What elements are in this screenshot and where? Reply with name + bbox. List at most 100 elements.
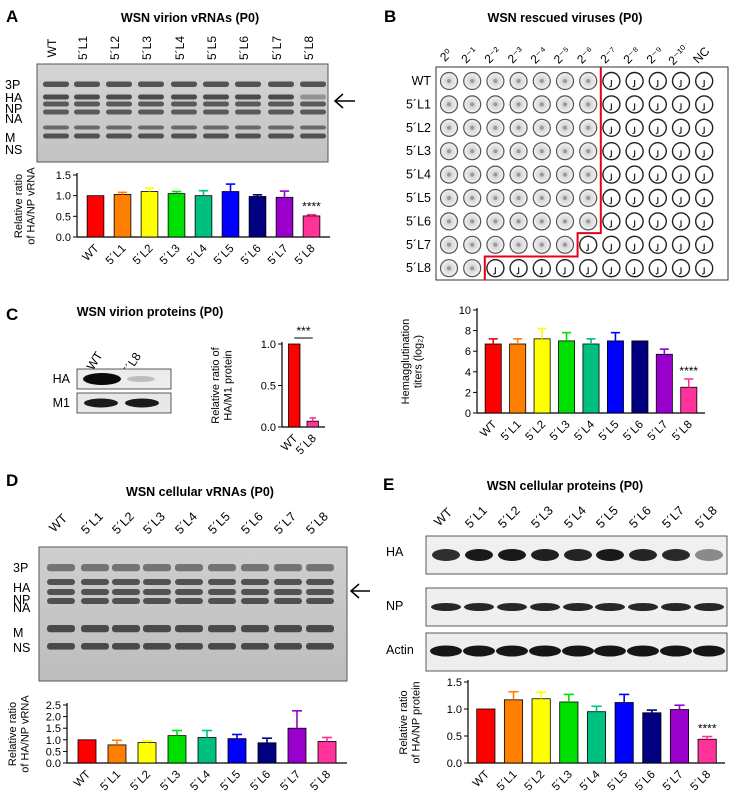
well-button-tail	[701, 243, 705, 252]
well-speck	[493, 242, 498, 247]
gel-band	[138, 94, 164, 100]
lane-label-5-l4: 5´L4	[561, 503, 589, 531]
bar-5-l6	[642, 712, 662, 764]
blot-band-ha	[432, 549, 460, 561]
panel-e-lane-labels: WT 5´L1 5´L2 5´L3 5´L4 5´L5 5´L6 5´L7 5´L8	[431, 503, 720, 531]
bar-5-l4	[582, 343, 600, 414]
panel-letter-d: D	[6, 471, 18, 490]
segment-label-na: NA	[5, 112, 23, 126]
lane-label-5-l6: 5´L6	[238, 509, 266, 537]
lane-label-wt: WT	[45, 38, 59, 57]
well-button-tail	[609, 243, 612, 252]
well-button-tail	[516, 267, 520, 275]
gel-band	[241, 564, 269, 572]
category-label-wt: WT	[72, 769, 93, 790]
lane-label-5-l4: 5´L4	[172, 509, 200, 537]
category-label-5-l2: 5´L2	[128, 769, 153, 794]
gel-band	[74, 125, 100, 130]
lane-label-5-l3: 5´L3	[528, 503, 556, 531]
gel-band	[208, 625, 236, 633]
y-tick-label: 1.5	[447, 677, 462, 689]
y-tick-label: 10	[459, 305, 471, 317]
gel-band	[81, 643, 109, 650]
well-button-tail	[678, 126, 682, 135]
bar-5-l6	[631, 340, 649, 414]
blot-band-np	[431, 603, 461, 611]
lane-label-5-l8: 5´L8	[303, 509, 331, 537]
category-label-5-l7: 5´L7	[646, 419, 671, 444]
category-label-5-l1: 5´L1	[495, 769, 520, 794]
category-label-5-l3: 5´L3	[548, 419, 573, 444]
category-label-5-l6: 5´L6	[239, 243, 264, 268]
category-label-5-l8: 5´L8	[294, 433, 319, 458]
category-label-5-l4: 5´L4	[572, 418, 597, 443]
bar-5-l8	[317, 741, 337, 764]
panel-c-blot-m1	[76, 392, 172, 414]
category-label-5-l1: 5´L1	[98, 769, 123, 794]
segment-label-ha: HA	[5, 91, 23, 105]
well-button-tail	[632, 80, 636, 88]
gel-band	[106, 94, 132, 100]
well-button-tail	[609, 103, 612, 111]
gel-band	[138, 81, 164, 87]
gel-band	[106, 109, 132, 115]
bar-wt	[288, 343, 301, 428]
y-tick-label: 1.5	[56, 170, 71, 182]
well-button-tail	[678, 150, 682, 158]
well-speck	[563, 242, 567, 247]
panel-e-label-np: NP	[386, 599, 403, 613]
well-speck	[539, 196, 544, 200]
category-label-5-l5: 5´L5	[218, 769, 243, 794]
lane-label-5-l7: 5´L7	[271, 509, 299, 537]
bar-5-l2	[140, 191, 159, 238]
lane-label-5-l2: 5´L2	[495, 503, 523, 531]
well-button-tail	[539, 267, 543, 275]
well-speck	[539, 102, 544, 107]
panel-b-title: WSN rescued viruses (P0)	[488, 11, 643, 25]
gel-band	[274, 589, 302, 595]
lane-label-5-l2: 5´L2	[109, 509, 137, 537]
bar-5-l5	[606, 340, 624, 414]
well-speck	[586, 79, 591, 83]
gel-band	[300, 109, 326, 115]
gel-band	[274, 598, 302, 604]
panel-e-title: WSN cellular proteins (P0)	[487, 479, 643, 493]
blot-band-ha	[629, 549, 657, 561]
category-label-5-l6: 5´L6	[248, 769, 273, 794]
row-label-5-l7: 5´L7	[406, 238, 431, 252]
gel-band	[43, 109, 69, 115]
gel-band	[43, 81, 69, 87]
gel-band	[208, 579, 236, 585]
significance-marker: ***	[296, 324, 310, 338]
y-tick-label: 1.0	[46, 735, 61, 747]
segment-label-ns: NS	[13, 641, 30, 655]
well-button-tail	[701, 150, 705, 158]
lane-label-5-l1: 5´L1	[462, 503, 490, 531]
y-tick-label: 0.5	[56, 211, 71, 223]
well-button-tail	[632, 103, 636, 111]
well-speck	[493, 196, 498, 200]
gel-band	[47, 564, 75, 572]
y-axis-label: Relative ratioof HA/NP protein	[398, 681, 423, 763]
well-speck	[493, 125, 498, 130]
category-label-wt: WT	[478, 419, 499, 440]
blot-band-actin	[496, 645, 528, 657]
well-button-tail	[493, 267, 496, 275]
gel-band	[112, 625, 140, 633]
bar-5-l8	[306, 420, 319, 428]
blot-band-ha	[531, 549, 559, 561]
well-speck	[470, 125, 475, 130]
well-speck	[447, 149, 451, 154]
well-button-tail	[632, 243, 636, 252]
bar-wt	[484, 343, 502, 414]
category-label-5-l3: 5´L3	[550, 769, 575, 794]
bar-5-l7	[275, 196, 294, 238]
gel-band	[171, 125, 197, 130]
segment-label-na: NA	[13, 601, 31, 615]
category-label-5-l3: 5´L3	[158, 243, 183, 268]
gel-band	[74, 133, 100, 139]
lane-label-5-l8: 5´L8	[302, 36, 316, 60]
y-tick-label: 0.5	[46, 746, 61, 758]
well-button-tail	[655, 220, 659, 228]
blot-band-np	[464, 603, 494, 611]
